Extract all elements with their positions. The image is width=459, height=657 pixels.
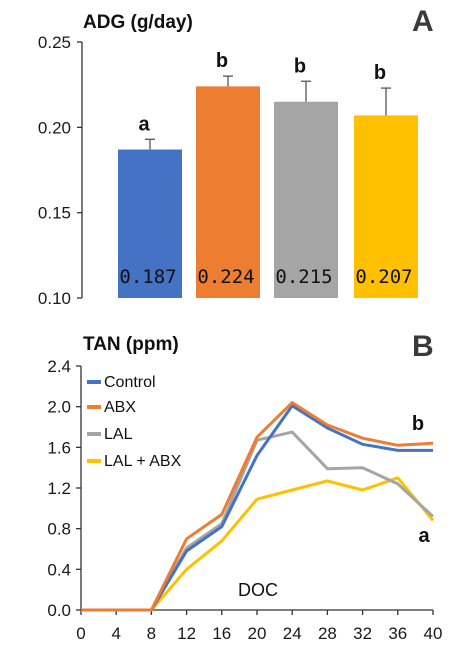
panel-b-x-tick-label: 12 [177,624,196,643]
panel-b-y-tick-label: 0.0 [47,601,71,620]
legend-label: LAL + ABX [104,453,182,470]
panel-a-y-tick-label: 0.20 [38,118,71,137]
legend-label: LAL [104,426,133,443]
panel-a-significance-letter: a [138,113,150,135]
panel-a-value-label: 0.215 [275,266,332,288]
panel-b-xlabel: DOC [238,580,278,600]
panel-b-plot: 0.0 0.4 0.8 1.2 1.6 2.0 2.4 0 4 8 12 16 20 24 28 32 36 40… [47,357,442,643]
panel-a-bar [354,115,418,299]
panel-b-label: B [412,330,434,363]
legend-label: ABX [104,399,136,416]
panel-b-x-tick-label: 0 [76,624,85,643]
panel-a-bar [274,101,338,298]
panel-a-value-label: 0.187 [119,266,176,288]
panel-a-significance-letter: b [216,50,228,72]
panel-b-x-tick-label: 20 [248,624,267,643]
panel-b-significance-letter: a [418,525,430,547]
panel-b-x-tick-label: 40 [424,624,443,643]
panel-b-x-tick-label: 24 [283,624,302,643]
panel-b-y-tick-label: 0.4 [47,560,71,579]
panel-a-y-tick-label: 0.15 [38,204,71,223]
panel-a-significance-letter: b [374,62,386,84]
panel-b-y-tick-label: 1.6 [47,438,71,457]
panel-b-x-tick-label: 16 [212,624,231,643]
panel-b-y-tick-label: 0.8 [47,520,71,539]
panel-a-plot: 0.10 0.15 0.20 0.25 a 0.187 b 0.224 b 0.215 b 0.207 [38,33,418,308]
panel-b-y-tick-label: 1.2 [47,479,71,498]
panel-b-x-tick-label: 28 [318,624,337,643]
panel-a-label: A [412,5,434,38]
panel-a-value-label: 0.207 [355,266,412,288]
panel-b-significance-letter: b [412,413,424,435]
panel-a-bar [196,86,260,298]
panel-a-title: ADG (g/day) [83,12,193,33]
panel-b-x-tick-label: 32 [353,624,372,643]
panel-b-series-line [81,401,434,612]
panel-b-y-tick-label: 2.4 [47,357,71,376]
panel-a-bar [118,149,182,298]
panel-a-significance-letter: b [294,55,306,77]
panel-b-title: TAN (ppm) [83,334,179,355]
legend-label: Control [104,374,156,391]
panel-b-y-tick-label: 2.0 [47,398,71,417]
panel-b-x-tick-label: 8 [147,624,156,643]
panel-a-y-tick-label: 0.10 [38,289,71,308]
panel-a-value-label: 0.224 [197,266,254,288]
panel-a-y-tick-label: 0.25 [38,33,71,52]
panel-b-x-tick-label: 4 [111,624,120,643]
panel-b-x-tick-label: 36 [388,624,407,643]
